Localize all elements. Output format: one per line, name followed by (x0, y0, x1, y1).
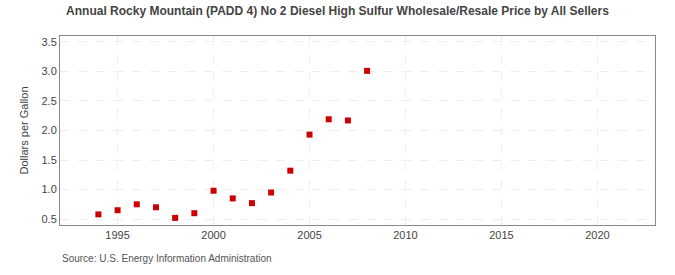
svg-text:3.5: 3.5 (42, 36, 57, 48)
svg-text:2.5: 2.5 (42, 95, 57, 107)
svg-text:2000: 2000 (201, 229, 225, 241)
svg-text:Source: U.S. Energy Informatio: Source: U.S. Energy Information Administ… (62, 253, 272, 264)
svg-text:2020: 2020 (585, 229, 609, 241)
svg-text:Annual Rocky Mountain (PADD 4): Annual Rocky Mountain (PADD 4) No 2 Dies… (66, 4, 609, 18)
svg-text:2010: 2010 (393, 229, 417, 241)
svg-text:Dollars per Gallon: Dollars per Gallon (18, 86, 30, 174)
svg-text:2015: 2015 (489, 229, 513, 241)
svg-text:3.0: 3.0 (42, 65, 57, 77)
svg-text:2.0: 2.0 (42, 124, 57, 136)
svg-text:1.5: 1.5 (42, 154, 57, 166)
svg-text:2005: 2005 (297, 229, 321, 241)
svg-text:1.0: 1.0 (42, 183, 57, 195)
svg-text:0.5: 0.5 (42, 213, 57, 225)
svg-text:1995: 1995 (105, 229, 129, 241)
